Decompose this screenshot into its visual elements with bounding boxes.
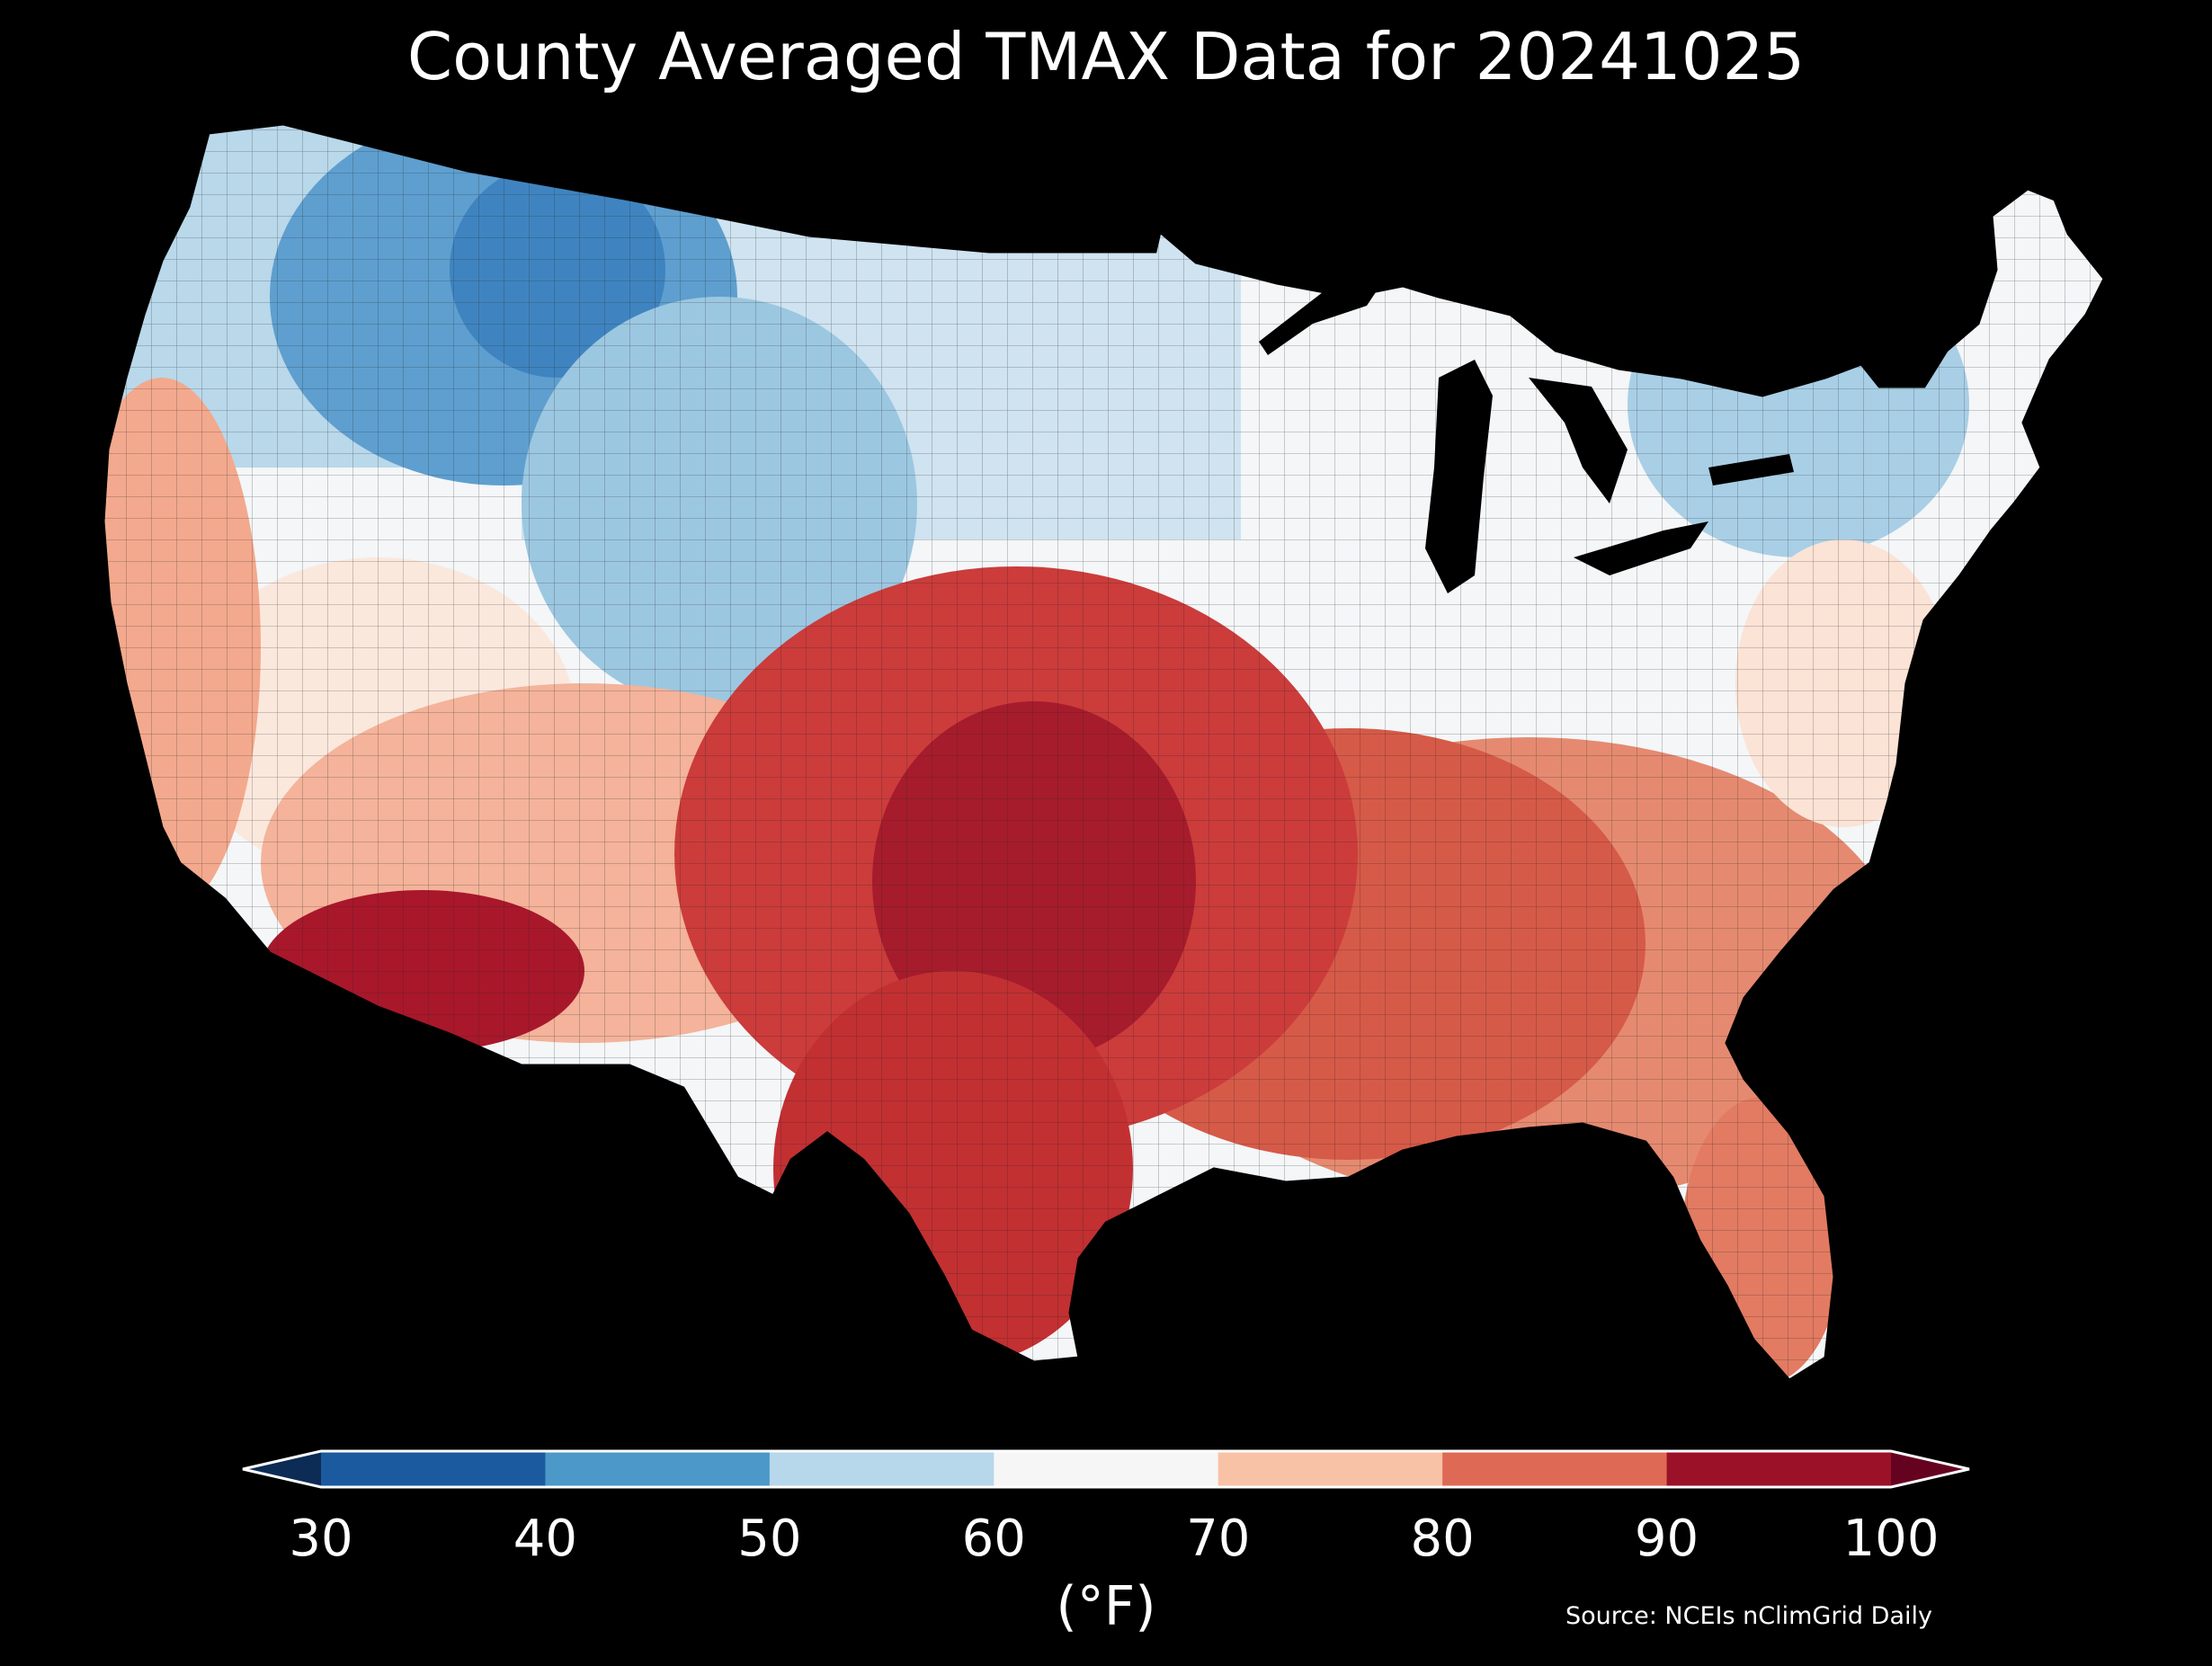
lake-huron (1529, 378, 1628, 503)
colorbar-tick-label: 90 (1634, 1510, 1699, 1568)
colorbar-bin-6 (1442, 1451, 1668, 1487)
colorbar-tick-label: 60 (961, 1510, 1026, 1568)
colorbar-bin-3 (769, 1451, 995, 1487)
colorbar-tick-label: 70 (1186, 1510, 1251, 1568)
colorbar (0, 1430, 2212, 1582)
source-credit: Source: NCEIs nClimGrid Daily (1565, 1602, 1932, 1630)
colorbar-bin-4 (994, 1451, 1219, 1487)
colorbar-tick-label: 40 (513, 1510, 578, 1568)
colorbar-frame (242, 1449, 1970, 1489)
colorbar-tick-label: 100 (1842, 1510, 1940, 1568)
us-county-choropleth (102, 122, 2106, 1382)
colorbar-bin-2 (545, 1451, 771, 1487)
colorbar-tick-label: 50 (737, 1510, 802, 1568)
map-title: County Averaged TMAX Data for 20241025 (406, 19, 1806, 94)
county-map (102, 122, 2106, 1382)
lake-erie (1574, 521, 1708, 575)
lake-ontario (1708, 454, 1794, 486)
lake-superior (1259, 279, 1385, 355)
colorbar-unit-label: (°F) (1056, 1575, 1156, 1638)
lake-michigan (1425, 360, 1493, 593)
colorbar-tick-label: 30 (289, 1510, 353, 1568)
great-lakes (1259, 279, 1794, 593)
colorbar-under-arrow (243, 1451, 321, 1487)
colorbar-over-arrow (1891, 1451, 1969, 1487)
colorbar-tick-label: 80 (1410, 1510, 1475, 1568)
colorbar-bin-7 (1666, 1451, 1892, 1487)
colorbar-scale (242, 1449, 1970, 1489)
colorbar-bin-1 (321, 1451, 546, 1487)
colorbar-bin-5 (1217, 1451, 1443, 1487)
